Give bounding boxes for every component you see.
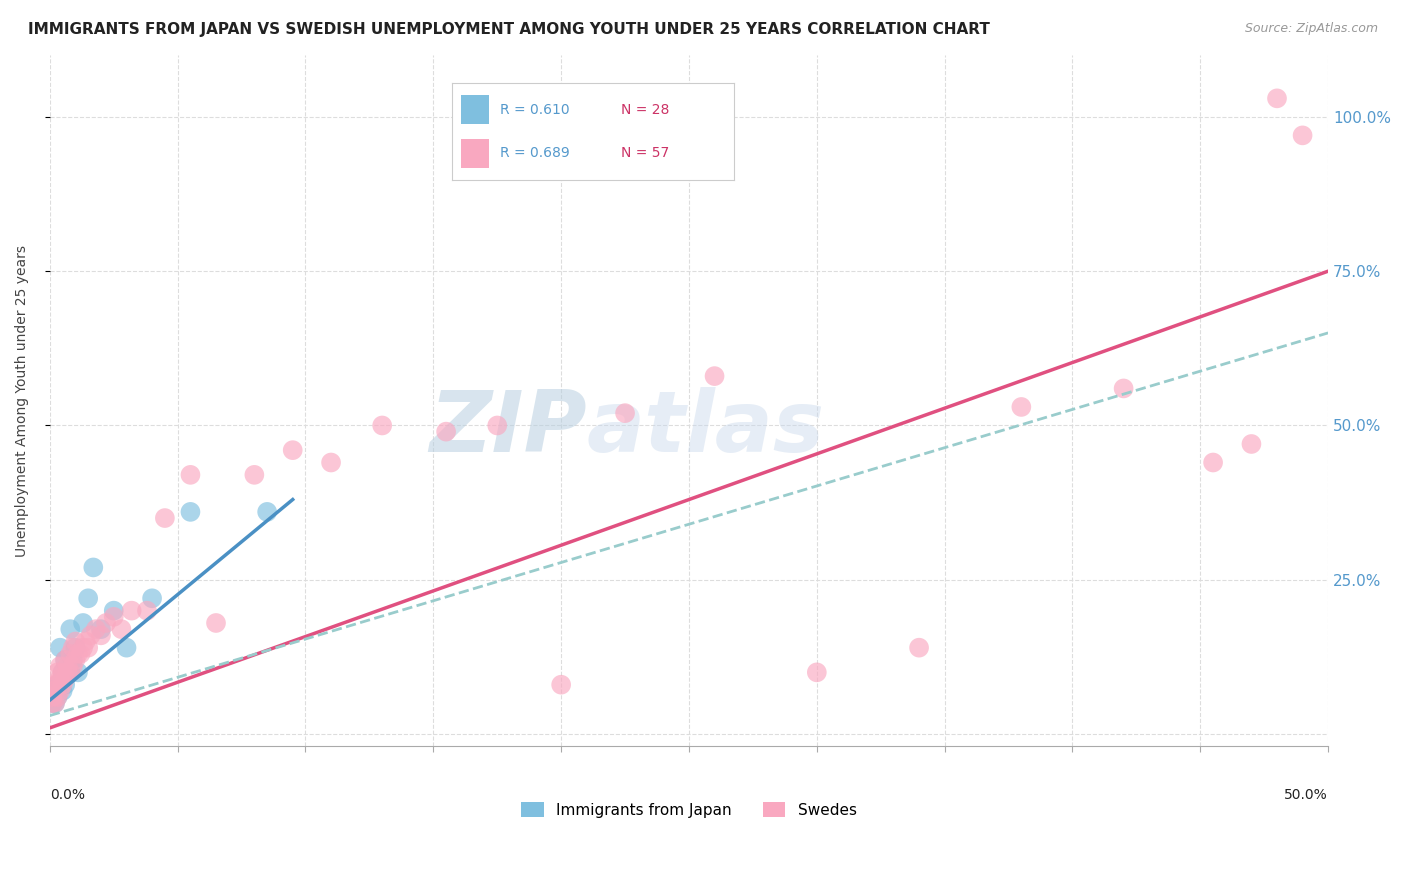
- Point: [77, 640, 100, 655]
- Point: [614, 406, 637, 420]
- Point: [44, 684, 66, 698]
- Point: [1240, 437, 1263, 451]
- Point: [77, 591, 100, 606]
- Point: [1010, 400, 1032, 414]
- Point: [41, 690, 63, 704]
- Point: [53, 653, 76, 667]
- Point: [1112, 381, 1135, 395]
- Point: [52, 684, 75, 698]
- Point: [75, 634, 97, 648]
- Point: [84, 622, 107, 636]
- Point: [46, 665, 69, 680]
- Point: [908, 640, 931, 655]
- Point: [121, 604, 143, 618]
- Point: [44, 696, 66, 710]
- Point: [1202, 456, 1225, 470]
- Point: [153, 511, 176, 525]
- Point: [72, 615, 94, 630]
- Point: [49, 672, 72, 686]
- Point: [136, 604, 159, 618]
- Point: [703, 369, 725, 384]
- Point: [46, 678, 69, 692]
- Point: [52, 665, 75, 680]
- Point: [56, 659, 79, 673]
- Point: [52, 678, 75, 692]
- Point: [550, 678, 572, 692]
- Point: [806, 665, 828, 680]
- Point: [72, 640, 94, 655]
- Point: [103, 604, 125, 618]
- Point: [80, 628, 103, 642]
- Point: [115, 640, 138, 655]
- Point: [82, 560, 104, 574]
- Point: [90, 622, 112, 636]
- Point: [44, 684, 66, 698]
- Point: [46, 690, 69, 704]
- Point: [62, 653, 84, 667]
- Point: [56, 665, 79, 680]
- Text: IMMIGRANTS FROM JAPAN VS SWEDISH UNEMPLOYMENT AMONG YOUTH UNDER 25 YEARS CORRELA: IMMIGRANTS FROM JAPAN VS SWEDISH UNEMPLO…: [28, 22, 990, 37]
- Point: [59, 622, 82, 636]
- Point: [49, 684, 72, 698]
- Point: [66, 665, 89, 680]
- Point: [53, 672, 76, 686]
- Text: ZIP: ZIP: [429, 387, 586, 470]
- Text: atlas: atlas: [586, 387, 825, 470]
- Point: [62, 640, 84, 655]
- Point: [179, 467, 201, 482]
- Text: 50.0%: 50.0%: [1285, 788, 1329, 802]
- Point: [281, 443, 304, 458]
- Point: [103, 609, 125, 624]
- Point: [59, 665, 82, 680]
- Point: [179, 505, 201, 519]
- Point: [486, 418, 509, 433]
- Point: [65, 640, 87, 655]
- Point: [94, 615, 117, 630]
- Point: [371, 418, 394, 433]
- Point: [56, 665, 79, 680]
- Point: [205, 615, 228, 630]
- Point: [141, 591, 163, 606]
- Point: [41, 696, 63, 710]
- Point: [59, 665, 82, 680]
- Point: [44, 696, 66, 710]
- Point: [41, 684, 63, 698]
- Point: [66, 647, 89, 661]
- Legend: Immigrants from Japan, Swedes: Immigrants from Japan, Swedes: [515, 796, 863, 823]
- Point: [62, 659, 84, 673]
- Point: [49, 659, 72, 673]
- Point: [49, 678, 72, 692]
- Point: [319, 456, 342, 470]
- Point: [44, 678, 66, 692]
- Point: [65, 634, 87, 648]
- Point: [46, 678, 69, 692]
- Point: [110, 622, 132, 636]
- Point: [59, 647, 82, 661]
- Point: [41, 690, 63, 704]
- Point: [41, 696, 63, 710]
- Point: [52, 665, 75, 680]
- Point: [69, 647, 91, 661]
- Point: [44, 684, 66, 698]
- Point: [1291, 128, 1313, 143]
- Point: [1265, 91, 1288, 105]
- Point: [256, 505, 278, 519]
- Point: [46, 690, 69, 704]
- Y-axis label: Unemployment Among Youth under 25 years: Unemployment Among Youth under 25 years: [15, 244, 30, 557]
- Point: [49, 640, 72, 655]
- Point: [434, 425, 457, 439]
- Text: Source: ZipAtlas.com: Source: ZipAtlas.com: [1244, 22, 1378, 36]
- Point: [53, 653, 76, 667]
- Point: [65, 653, 87, 667]
- Point: [243, 467, 266, 482]
- Text: 0.0%: 0.0%: [49, 788, 84, 802]
- Point: [53, 678, 76, 692]
- Point: [90, 628, 112, 642]
